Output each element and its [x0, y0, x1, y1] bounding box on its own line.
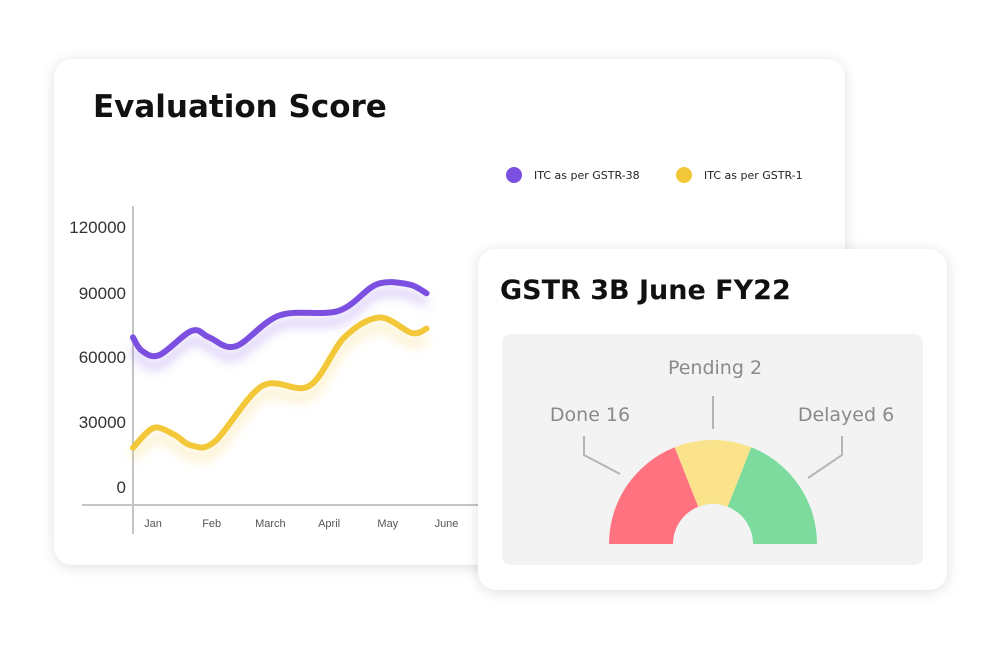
gauge-label-pending: Pending 2 [668, 357, 762, 379]
legend-label: ITC as per GSTR-38 [534, 169, 640, 182]
x-tick-label: Feb [202, 518, 221, 530]
series-line-itc-as-per-gstr-1 [130, 314, 430, 451]
chart-title: Evaluation Score [93, 89, 387, 125]
x-tick-label: April [318, 518, 340, 530]
x-tick-label: Jan [144, 518, 162, 530]
y-tick-label: 90000 [79, 284, 126, 303]
y-tick-label: 60000 [79, 348, 126, 367]
y-tick-label: 30000 [79, 413, 126, 432]
gauge-slice-pending [674, 440, 752, 507]
series-shadow-itc-as-per-gstr-38 [129, 288, 429, 371]
x-tick-label: May [377, 518, 398, 530]
gauge-title: GSTR 3B June FY22 [500, 275, 791, 306]
gauge-label-done: Done 16 [550, 404, 630, 426]
gauge-slice-delayed [727, 447, 817, 544]
series-shadow-itc-as-per-gstr-1 [130, 323, 429, 462]
line-chart: 120000 90000 60000 30000 0 Jan Feb March April Ma… [69, 167, 845, 534]
gauge-label-delayed: Delayed 6 [798, 404, 894, 426]
legend-marker-itc-as-per-gstr-38 [506, 167, 522, 183]
x-tick-label: June [435, 518, 459, 530]
gauge-slice-done [609, 447, 699, 544]
gstr-gauge-card: GSTR 3B June FY22 Done 16 Pending 2 Delaye… [478, 249, 947, 590]
gauge-panel: Done 16 Pending 2 Delayed 6 [502, 334, 923, 565]
y-tick-label: 120000 [69, 218, 126, 237]
legend-label: ITC as per GSTR-1 [704, 169, 803, 182]
gauge-chart: Done 16 Pending 2 Delayed 6 [550, 357, 894, 544]
y-tick-label: 0 [117, 478, 126, 497]
leader-line-done [583, 436, 621, 475]
legend-marker-itc-as-per-gstr-1 [676, 167, 692, 183]
series-line-itc-as-per-gstr-38 [130, 279, 430, 360]
x-tick-label: March [255, 518, 286, 530]
leader-line-delayed [807, 436, 843, 479]
